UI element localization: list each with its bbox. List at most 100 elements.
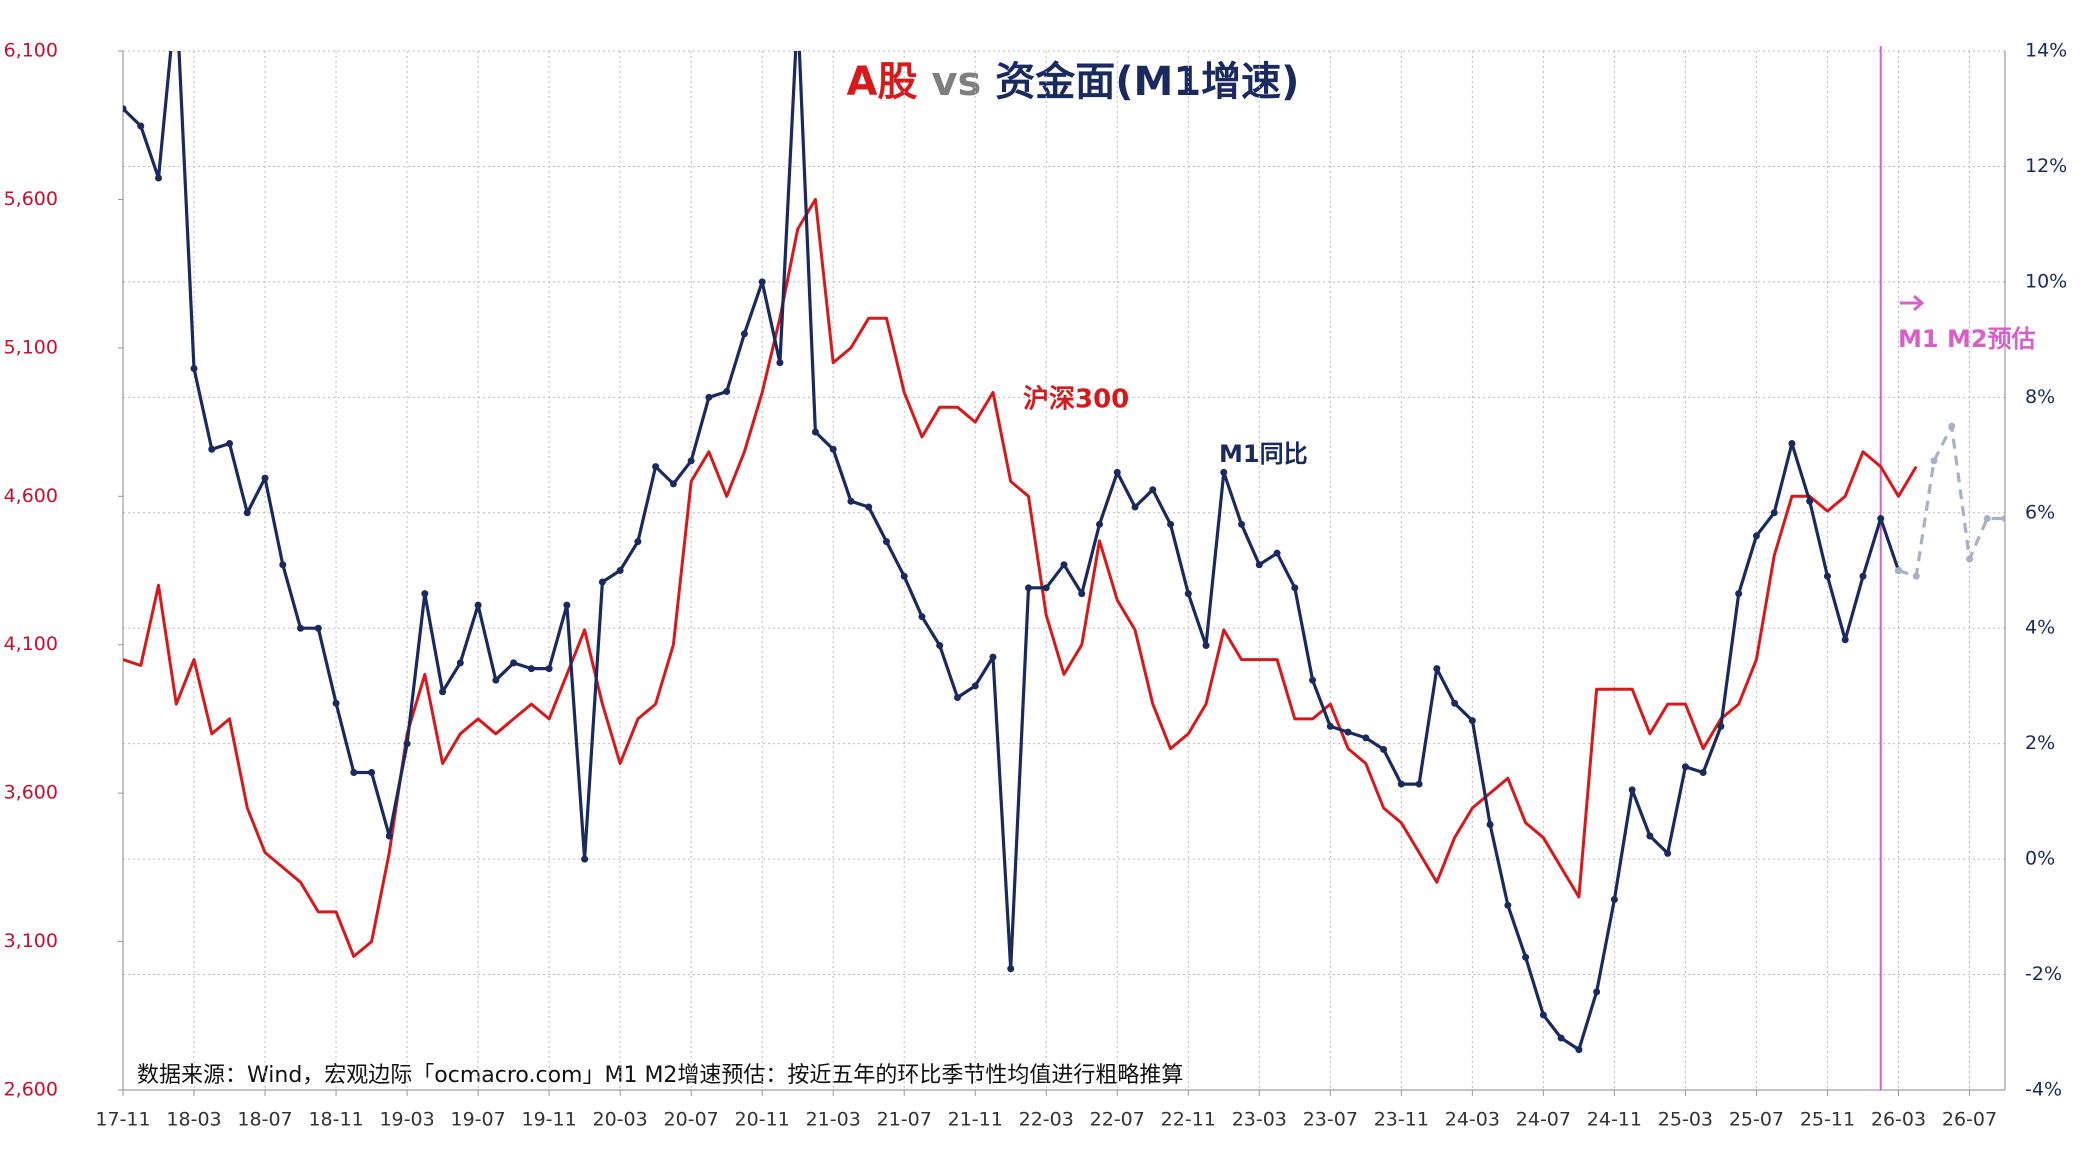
data-point xyxy=(1024,584,1032,592)
data-point xyxy=(456,659,464,667)
data-point xyxy=(1983,515,1991,523)
data-point xyxy=(1309,676,1317,684)
x-tick-label: 18-03 xyxy=(166,1109,221,1131)
data-point xyxy=(669,480,677,488)
data-point xyxy=(776,359,784,367)
data-point xyxy=(1326,722,1334,730)
x-tick-label: 24-07 xyxy=(1516,1109,1571,1131)
data-point xyxy=(1735,590,1743,598)
data-point xyxy=(847,497,855,505)
x-tick-label: 25-11 xyxy=(1800,1109,1855,1131)
y2-tick-label: -2% xyxy=(2025,963,2062,985)
x-tick-label: 23-07 xyxy=(1303,1109,1358,1131)
data-point xyxy=(1096,520,1104,528)
data-point xyxy=(1433,665,1441,673)
data-point xyxy=(1522,953,1530,961)
data-point xyxy=(297,624,305,632)
x-tick-label: 26-07 xyxy=(1942,1109,1997,1131)
y-tick-label: 4,100 xyxy=(4,633,58,655)
y2-tick-label: 12% xyxy=(2025,155,2067,177)
data-point xyxy=(332,699,340,707)
x-tick-label: 22-03 xyxy=(1019,1109,1074,1131)
y2-tick-label: 6% xyxy=(2025,501,2055,523)
data-point xyxy=(1610,896,1618,904)
series-line xyxy=(1898,424,2005,578)
data-point xyxy=(794,7,801,14)
x-tick-label: 18-07 xyxy=(237,1109,292,1131)
x-tick-label: 24-11 xyxy=(1587,1109,1642,1131)
data-point xyxy=(687,457,695,465)
x-tick-label: 20-07 xyxy=(664,1109,719,1131)
data-point xyxy=(882,538,890,546)
data-point xyxy=(1486,820,1494,828)
data-point xyxy=(527,665,535,673)
data-point xyxy=(1149,486,1157,494)
data-point xyxy=(1380,745,1388,753)
data-point xyxy=(634,538,642,546)
y-tick-label: 5,100 xyxy=(4,336,58,358)
data-point xyxy=(545,665,553,673)
data-point xyxy=(385,832,393,840)
data-point xyxy=(1681,763,1689,771)
data-point xyxy=(563,601,571,609)
data-point xyxy=(1646,832,1654,840)
data-point xyxy=(1451,699,1459,707)
data-point xyxy=(1167,520,1175,528)
y2-tick-label: 4% xyxy=(2025,617,2055,639)
data-point xyxy=(421,590,429,598)
data-point xyxy=(279,561,287,569)
data-point xyxy=(758,278,766,286)
data-point xyxy=(1930,457,1938,465)
data-point xyxy=(1823,572,1831,580)
y2-tick-label: 2% xyxy=(2025,732,2055,754)
data-point xyxy=(616,567,624,574)
x-tick-label: 24-03 xyxy=(1445,1109,1500,1131)
y-tick-label: 6,100 xyxy=(4,40,58,62)
data-point xyxy=(1078,590,1086,598)
data-point xyxy=(474,601,482,609)
data-point xyxy=(1113,468,1121,476)
data-point xyxy=(953,693,961,701)
x-tick-label: 21-07 xyxy=(877,1109,932,1131)
data-point xyxy=(1220,468,1228,476)
data-point xyxy=(598,578,606,586)
x-tick-label: 19-11 xyxy=(522,1109,577,1131)
data-point xyxy=(1362,734,1370,742)
data-point xyxy=(368,769,376,777)
data-point xyxy=(1948,422,1956,430)
x-tick-label: 23-11 xyxy=(1374,1109,1429,1131)
data-point xyxy=(1202,642,1210,650)
data-point xyxy=(1912,572,1920,580)
y2-tick-label: 0% xyxy=(2025,848,2055,870)
x-tick-label: 22-11 xyxy=(1161,1109,1216,1131)
source-note: 数据来源：Wind，宏观边际「ocmacro.com」M1 M2增速预估：按近五… xyxy=(137,1063,1183,1088)
chart-title: A股 vs 资金面(M1增速) xyxy=(847,59,1300,105)
data-point xyxy=(1770,509,1778,517)
data-point xyxy=(1965,555,1973,563)
plot-area xyxy=(123,7,2005,1054)
data-point xyxy=(1877,515,1885,523)
data-point xyxy=(439,688,447,696)
x-tick-label: 19-07 xyxy=(450,1109,505,1131)
data-point xyxy=(811,428,819,436)
y2-tick-label: 14% xyxy=(2025,40,2067,62)
data-point xyxy=(1841,636,1849,644)
data-point xyxy=(918,613,926,621)
title-part: vs xyxy=(918,59,996,105)
data-point xyxy=(829,445,837,453)
data-point xyxy=(137,122,145,130)
y-tick-label: 3,600 xyxy=(4,782,58,804)
data-point xyxy=(1557,1034,1565,1042)
series-line xyxy=(123,51,1901,1052)
data-point xyxy=(226,440,234,448)
data-point xyxy=(936,642,944,650)
data-point xyxy=(705,393,713,401)
data-point xyxy=(1539,1011,1547,1019)
arrow xyxy=(1900,294,1925,312)
title-part: 资金面(M1增速) xyxy=(995,59,1299,105)
x-tick-label: 22-07 xyxy=(1090,1109,1145,1131)
data-point xyxy=(1575,1046,1583,1054)
data-point xyxy=(190,364,198,372)
data-point xyxy=(208,445,216,453)
data-point xyxy=(1593,988,1601,996)
